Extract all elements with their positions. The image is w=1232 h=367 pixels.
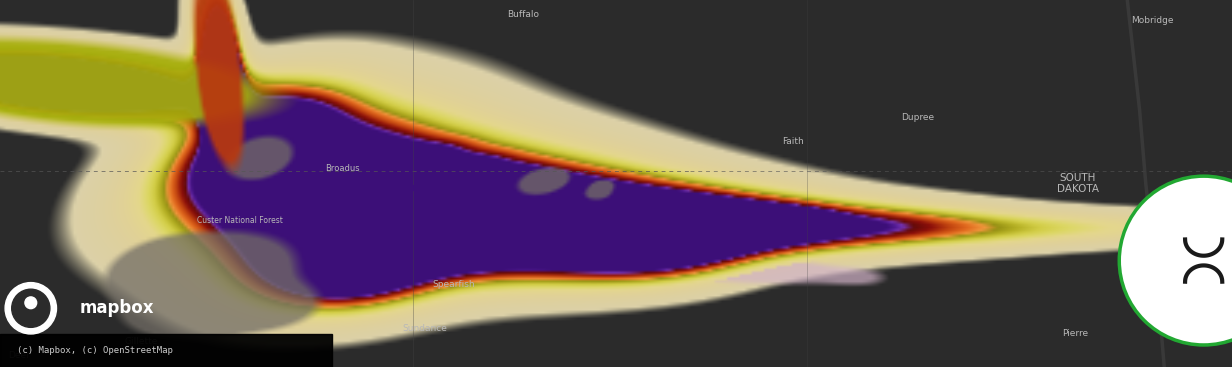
Circle shape bbox=[1119, 176, 1232, 345]
Text: Pierre: Pierre bbox=[1062, 330, 1089, 338]
Circle shape bbox=[25, 297, 37, 309]
Text: (c) Mapbox, (c) OpenStreetMap: (c) Mapbox, (c) OpenStreetMap bbox=[16, 346, 172, 355]
Text: Deer: Deer bbox=[9, 352, 31, 360]
Text: Sundance: Sundance bbox=[403, 324, 447, 333]
Text: Buffalo: Buffalo bbox=[508, 10, 540, 19]
Text: Faith: Faith bbox=[782, 137, 804, 146]
Circle shape bbox=[5, 283, 57, 334]
Text: Gillette: Gillette bbox=[124, 337, 159, 346]
Text: Broadus: Broadus bbox=[325, 164, 360, 173]
Text: SOUTH
DAKOTA: SOUTH DAKOTA bbox=[1057, 173, 1099, 194]
Text: Dupree: Dupree bbox=[902, 113, 934, 122]
Text: Custer National Forest: Custer National Forest bbox=[197, 216, 283, 225]
Circle shape bbox=[12, 289, 49, 327]
Text: Spearfish: Spearfish bbox=[432, 280, 474, 289]
Bar bbox=[0, 334, 331, 367]
Text: mapbox: mapbox bbox=[80, 299, 154, 317]
Text: Mobridge: Mobridge bbox=[1131, 16, 1173, 25]
